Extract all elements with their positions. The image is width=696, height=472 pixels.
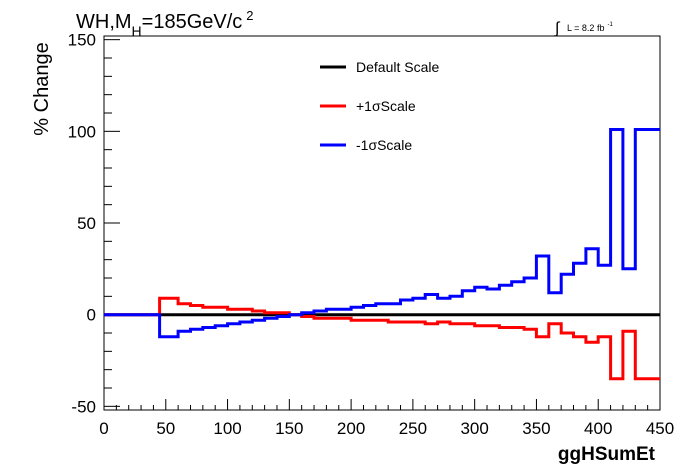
integral-symbol: ∫ xyxy=(554,20,561,37)
x-tick-label: 250 xyxy=(399,419,427,438)
x-tick-label: 50 xyxy=(156,419,175,438)
legend: Default Scale +1σScale -1σScale xyxy=(320,59,439,153)
x-tick-label: 100 xyxy=(213,419,241,438)
x-tick-label: 300 xyxy=(460,419,488,438)
chart-title: WH,MH=185GeV/c 2 xyxy=(76,8,254,39)
series-minus-1-sigma xyxy=(104,128,660,339)
y-tick-label: -50 xyxy=(71,397,96,416)
x-tick-label: 0 xyxy=(99,419,108,438)
legend-label-minus-1-sigma: -1σScale xyxy=(356,137,412,153)
y-tick-label: 150 xyxy=(68,31,96,50)
y-axis-label: % Change xyxy=(31,42,53,135)
y-tick-label: 0 xyxy=(87,306,96,325)
y-tick-label: 100 xyxy=(68,122,96,141)
x-tick-label: 400 xyxy=(584,419,612,438)
series-group xyxy=(104,128,660,381)
x-tick-label: 150 xyxy=(275,419,303,438)
x-tick-label: 200 xyxy=(337,419,365,438)
x-tick-label: 350 xyxy=(522,419,550,438)
series-plus-1-sigma xyxy=(104,296,660,381)
y-tick-label: 50 xyxy=(77,214,96,233)
x-axis-label: ggHSumEt xyxy=(558,444,656,465)
luminosity-label: L = 8.2 fb -1 xyxy=(567,22,613,33)
x-tick-label: 450 xyxy=(646,419,674,438)
legend-label-plus-1-sigma: +1σScale xyxy=(356,98,416,114)
legend-label-default-scale: Default Scale xyxy=(356,59,439,75)
